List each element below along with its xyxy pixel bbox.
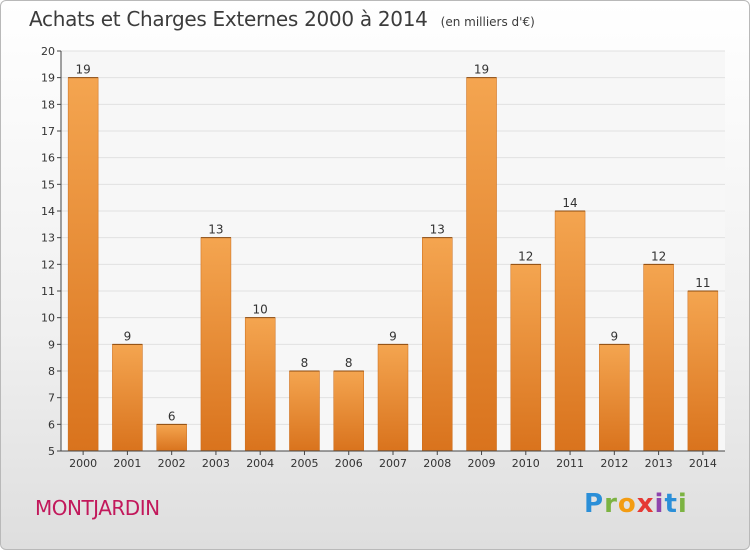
x-tick-label: 2005 — [290, 457, 318, 470]
logo-letter: t — [664, 489, 678, 519]
bars — [67, 77, 719, 452]
x-tick-label: 2013 — [645, 457, 673, 470]
axes — [57, 50, 725, 455]
x-tick-label: 2010 — [512, 457, 540, 470]
bar — [244, 317, 276, 452]
x-tick-label: 2002 — [158, 457, 186, 470]
y-tick-label: 10 — [41, 312, 55, 325]
y-tick-label: 19 — [41, 72, 55, 85]
data-label: 14 — [562, 196, 577, 210]
y-tick-label: 12 — [41, 258, 55, 271]
x-tick-label: 2012 — [600, 457, 628, 470]
bar — [643, 264, 674, 452]
logo-letter: P — [584, 489, 605, 519]
bar — [554, 210, 586, 452]
data-label: 13 — [430, 223, 445, 237]
logo-letter: r — [604, 489, 618, 519]
logo-letter: i — [654, 489, 665, 519]
x-tick-label: 2006 — [335, 457, 363, 470]
logo-letter: o — [617, 489, 637, 519]
y-tick-label: 5 — [48, 445, 55, 458]
x-tick-label: 2014 — [689, 457, 717, 470]
y-tick-label: 8 — [48, 365, 55, 378]
bar — [67, 77, 99, 452]
data-label: 10 — [253, 303, 268, 317]
x-tick-label: 2001 — [113, 457, 141, 470]
proxiti-logo: Proxiti — [584, 489, 688, 519]
city-name: MONTJARDIN — [35, 496, 160, 520]
bar — [687, 290, 719, 452]
data-label: 11 — [695, 276, 710, 290]
logo-letter: i — [677, 489, 688, 519]
y-tick-label: 20 — [41, 45, 55, 58]
x-tick-label: 2008 — [423, 457, 451, 470]
logo-letter: x — [636, 489, 655, 519]
x-tick-label: 2003 — [202, 457, 230, 470]
bar — [422, 237, 453, 452]
bar — [200, 237, 232, 452]
x-tick-label: 2009 — [468, 457, 496, 470]
bar — [466, 77, 497, 452]
chart-title-row: Achats et Charges Externes 2000 à 2014 (… — [29, 7, 535, 31]
data-label: 13 — [208, 223, 223, 237]
bar — [333, 370, 364, 452]
y-tick-label: 6 — [48, 418, 55, 431]
data-label: 12 — [518, 249, 533, 263]
x-tick-label: 2004 — [246, 457, 274, 470]
bar — [112, 344, 143, 452]
data-label: 9 — [124, 329, 132, 343]
data-label: 9 — [611, 329, 619, 343]
data-label: 8 — [301, 356, 309, 370]
chart-title: Achats et Charges Externes 2000 à 2014 — [29, 7, 428, 31]
data-label: 12 — [651, 249, 666, 263]
data-label: 8 — [345, 356, 353, 370]
data-label: 19 — [474, 63, 489, 77]
chart-subtitle: (en milliers d'€) — [440, 15, 535, 29]
y-tick-label: 15 — [41, 178, 55, 191]
y-tick-label: 17 — [41, 125, 55, 138]
bar — [156, 424, 187, 452]
data-label: 19 — [75, 63, 90, 77]
bar — [377, 344, 409, 452]
y-tick-label: 9 — [48, 338, 55, 351]
x-tick-label: 2007 — [379, 457, 407, 470]
y-tick-label: 11 — [41, 285, 55, 298]
data-label: 6 — [168, 409, 176, 423]
y-tick-label: 13 — [41, 232, 55, 245]
bar — [599, 344, 630, 452]
y-tick-label: 18 — [41, 98, 55, 111]
x-tick-label: 2011 — [556, 457, 584, 470]
x-tick-label: 2000 — [69, 457, 97, 470]
labels: 5 6 7 8 9 10 11 12 13 14 15 16 17 18 19 20 19 2000 9 2001 6 2… — [41, 45, 717, 470]
bar — [289, 370, 320, 452]
y-tick-label: 7 — [48, 392, 55, 405]
data-label: 9 — [389, 329, 397, 343]
y-tick-label: 14 — [41, 205, 55, 218]
y-tick-label: 16 — [41, 152, 55, 165]
bar — [510, 264, 542, 452]
